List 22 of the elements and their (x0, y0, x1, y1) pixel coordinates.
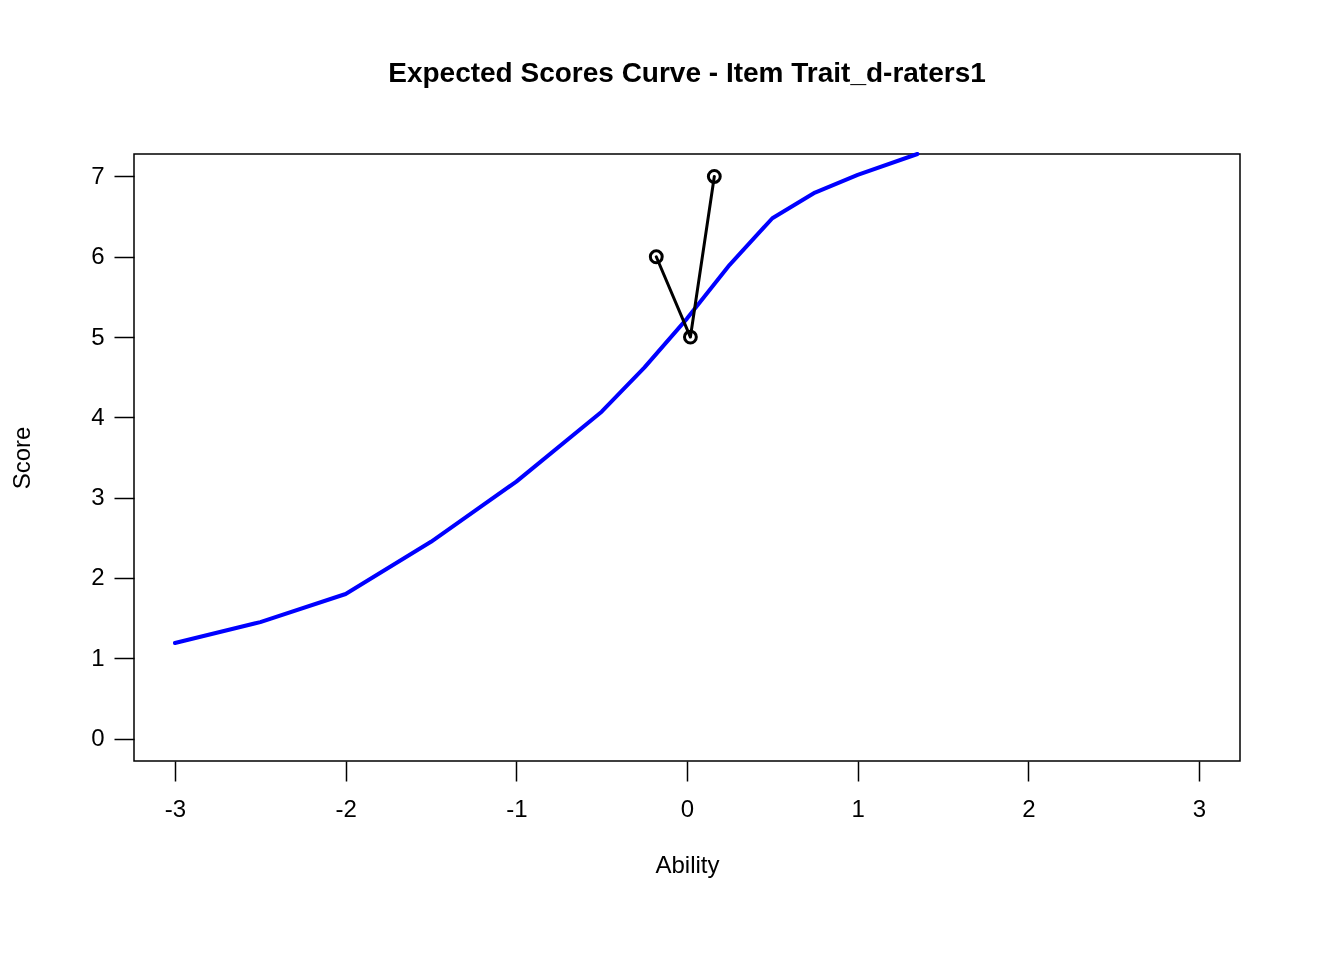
point (648, 249, 664, 265)
point (683, 329, 698, 345)
y-tick-label: 5 (91, 322, 105, 350)
y-tick-label: 6 (91, 242, 105, 270)
y-tick-label: 7 (91, 161, 105, 189)
y-axis-title: Score (8, 426, 36, 490)
y-tick-label: 4 (91, 402, 105, 430)
x-tick-label: 0 (680, 794, 695, 822)
x-tick-label: -3 (164, 794, 187, 822)
x-tick-label: 3 (1192, 794, 1207, 822)
y-tick-label: 1 (91, 643, 105, 671)
y-tick-label: 0 (91, 724, 105, 752)
line-series (172, 152, 920, 645)
chart-title: Expected Scores Curve - Item Trait_d-raters1 (388, 57, 986, 88)
x-tick-label: 1 (851, 794, 865, 822)
y-tick-label: 2 (91, 563, 105, 591)
x-tick-label: 2 (1022, 794, 1036, 822)
y-tick-label: 3 (91, 483, 105, 511)
x-tick-label: -2 (335, 794, 357, 822)
x-axis-title: Ability (655, 850, 720, 878)
point (706, 169, 722, 184)
x-tick-label: -1 (506, 794, 528, 822)
